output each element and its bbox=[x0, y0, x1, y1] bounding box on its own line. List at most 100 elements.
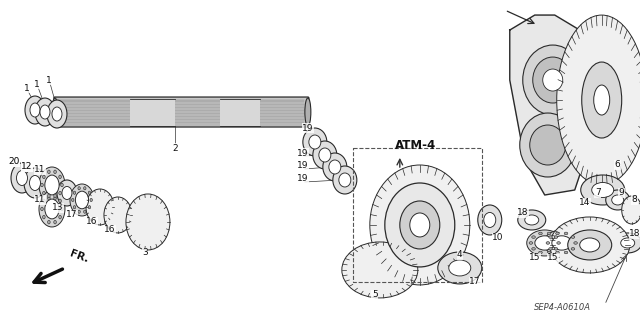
Text: 10: 10 bbox=[492, 234, 504, 242]
Ellipse shape bbox=[47, 100, 67, 128]
Ellipse shape bbox=[621, 196, 640, 224]
Ellipse shape bbox=[11, 163, 33, 193]
Ellipse shape bbox=[594, 85, 610, 115]
Ellipse shape bbox=[621, 238, 635, 248]
Ellipse shape bbox=[305, 98, 311, 126]
Ellipse shape bbox=[30, 103, 40, 117]
Text: 3: 3 bbox=[142, 249, 148, 257]
Ellipse shape bbox=[564, 251, 568, 254]
Text: 6: 6 bbox=[615, 160, 621, 169]
Ellipse shape bbox=[88, 206, 91, 209]
Bar bbox=[130, 99, 175, 125]
Ellipse shape bbox=[554, 248, 557, 250]
Ellipse shape bbox=[90, 198, 92, 202]
Ellipse shape bbox=[582, 62, 621, 138]
Text: 15: 15 bbox=[547, 254, 559, 263]
Ellipse shape bbox=[535, 236, 555, 250]
Ellipse shape bbox=[43, 191, 45, 195]
Ellipse shape bbox=[47, 220, 50, 224]
Text: 11: 11 bbox=[34, 196, 45, 204]
Text: ATM-4: ATM-4 bbox=[395, 138, 436, 152]
Ellipse shape bbox=[35, 98, 55, 126]
Text: 14: 14 bbox=[579, 198, 591, 207]
Ellipse shape bbox=[557, 242, 561, 244]
Text: 16: 16 bbox=[86, 218, 98, 226]
Ellipse shape bbox=[544, 230, 580, 256]
FancyBboxPatch shape bbox=[54, 97, 309, 127]
Text: 20: 20 bbox=[8, 158, 20, 167]
Ellipse shape bbox=[329, 160, 341, 174]
Ellipse shape bbox=[70, 184, 94, 216]
Ellipse shape bbox=[74, 206, 76, 209]
Ellipse shape bbox=[580, 238, 600, 252]
Text: 1: 1 bbox=[34, 79, 40, 89]
Ellipse shape bbox=[61, 207, 63, 211]
Ellipse shape bbox=[47, 197, 50, 200]
Ellipse shape bbox=[385, 183, 455, 267]
Ellipse shape bbox=[547, 251, 551, 254]
Ellipse shape bbox=[571, 236, 575, 238]
Ellipse shape bbox=[548, 236, 552, 238]
Text: 8: 8 bbox=[632, 196, 637, 204]
Ellipse shape bbox=[605, 190, 630, 210]
Ellipse shape bbox=[40, 105, 50, 119]
Ellipse shape bbox=[62, 187, 72, 199]
Ellipse shape bbox=[342, 242, 418, 298]
Text: 11: 11 bbox=[34, 166, 45, 174]
Ellipse shape bbox=[550, 217, 630, 273]
Text: 9: 9 bbox=[619, 189, 625, 197]
Text: 17: 17 bbox=[66, 211, 77, 219]
Text: 19: 19 bbox=[297, 149, 308, 158]
Ellipse shape bbox=[43, 199, 45, 203]
Ellipse shape bbox=[54, 194, 56, 197]
Ellipse shape bbox=[580, 175, 625, 205]
Text: 17: 17 bbox=[469, 278, 481, 286]
Ellipse shape bbox=[574, 242, 577, 244]
Ellipse shape bbox=[59, 175, 61, 179]
Ellipse shape bbox=[88, 191, 91, 194]
Ellipse shape bbox=[546, 242, 550, 244]
Ellipse shape bbox=[47, 194, 50, 197]
Ellipse shape bbox=[612, 195, 624, 205]
Ellipse shape bbox=[43, 175, 45, 179]
Text: FR.: FR. bbox=[68, 249, 90, 265]
Ellipse shape bbox=[400, 201, 440, 249]
Ellipse shape bbox=[29, 175, 40, 190]
Ellipse shape bbox=[72, 198, 74, 202]
Ellipse shape bbox=[78, 210, 80, 213]
Ellipse shape bbox=[484, 212, 496, 227]
Ellipse shape bbox=[24, 168, 46, 198]
Ellipse shape bbox=[556, 251, 559, 254]
Ellipse shape bbox=[45, 175, 59, 195]
Text: 1: 1 bbox=[24, 84, 30, 93]
Ellipse shape bbox=[410, 213, 430, 237]
Ellipse shape bbox=[478, 205, 502, 235]
Ellipse shape bbox=[41, 207, 44, 211]
Ellipse shape bbox=[568, 230, 612, 260]
Text: 12: 12 bbox=[21, 162, 33, 172]
Ellipse shape bbox=[59, 199, 61, 203]
Text: 12: 12 bbox=[21, 162, 33, 172]
Ellipse shape bbox=[552, 236, 572, 250]
Ellipse shape bbox=[530, 125, 566, 165]
Ellipse shape bbox=[554, 236, 557, 238]
Ellipse shape bbox=[571, 248, 575, 250]
Ellipse shape bbox=[17, 170, 28, 185]
Ellipse shape bbox=[529, 242, 532, 244]
Ellipse shape bbox=[45, 199, 59, 219]
Text: 13: 13 bbox=[52, 204, 64, 212]
Ellipse shape bbox=[313, 141, 337, 169]
Ellipse shape bbox=[74, 191, 76, 194]
Ellipse shape bbox=[323, 153, 347, 181]
Ellipse shape bbox=[370, 165, 470, 285]
Ellipse shape bbox=[614, 233, 640, 253]
Ellipse shape bbox=[84, 187, 86, 190]
Text: 16: 16 bbox=[104, 226, 116, 234]
Ellipse shape bbox=[84, 210, 86, 213]
Ellipse shape bbox=[47, 170, 50, 174]
Ellipse shape bbox=[59, 191, 61, 195]
Ellipse shape bbox=[548, 248, 552, 250]
Ellipse shape bbox=[547, 232, 551, 235]
Bar bbox=[220, 99, 260, 125]
Text: 20: 20 bbox=[8, 158, 20, 167]
